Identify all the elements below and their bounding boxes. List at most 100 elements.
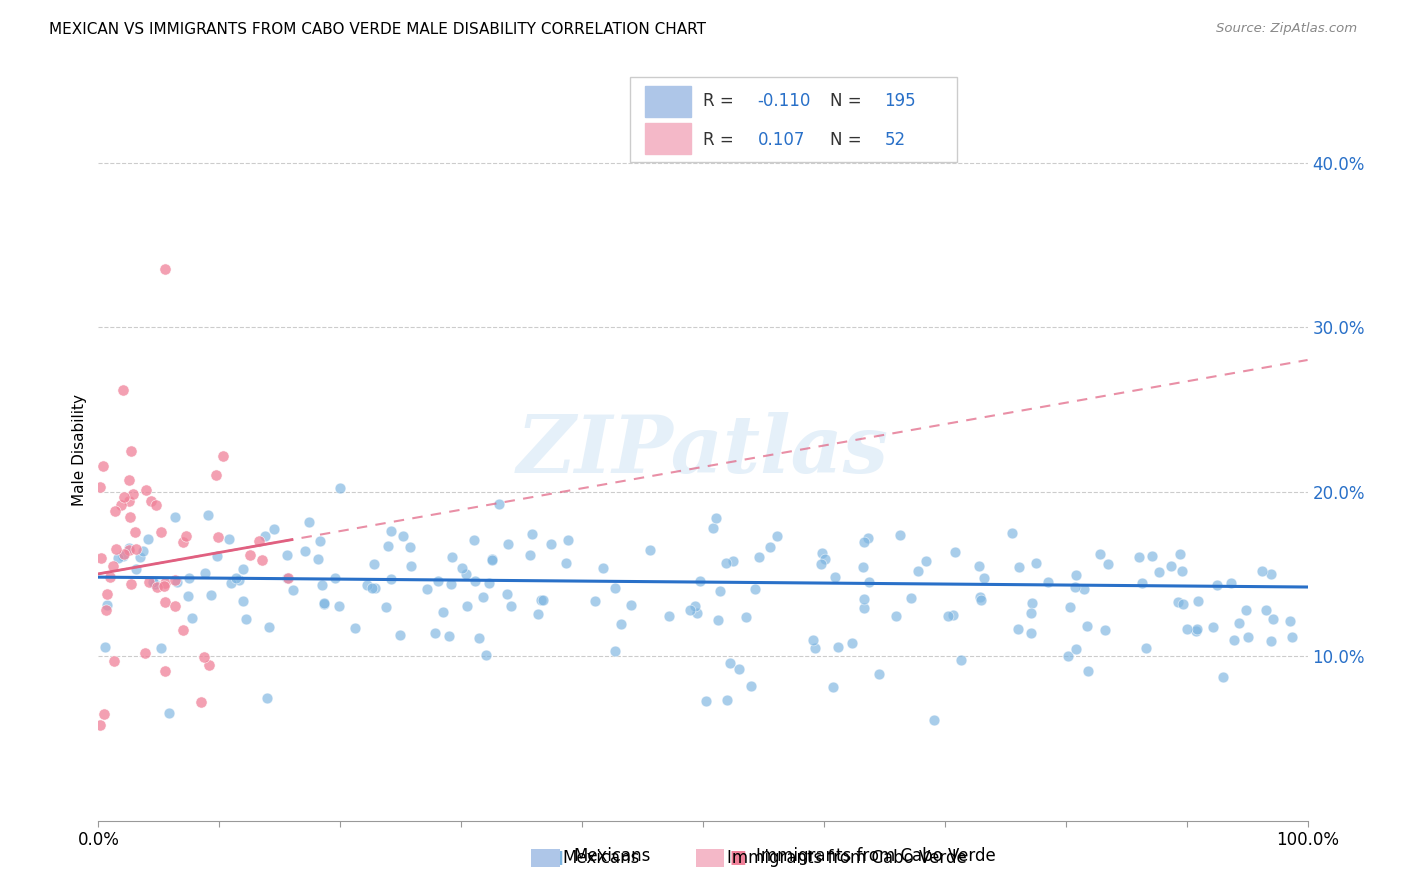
Point xyxy=(256,691,278,706)
Text: 52: 52 xyxy=(884,130,905,148)
Point xyxy=(207,530,229,544)
Point xyxy=(239,549,262,563)
Point xyxy=(685,599,707,613)
Point xyxy=(363,558,385,572)
Point xyxy=(1025,556,1047,570)
Point xyxy=(112,490,135,504)
Point xyxy=(439,577,461,591)
Point xyxy=(142,575,165,590)
Point xyxy=(821,680,844,694)
Point xyxy=(471,591,494,605)
Point xyxy=(150,525,173,540)
Point xyxy=(374,599,396,614)
Point xyxy=(440,550,463,565)
Point xyxy=(180,611,202,625)
Point xyxy=(463,533,485,548)
Text: ZIPatlas: ZIPatlas xyxy=(517,412,889,489)
Point xyxy=(852,592,875,607)
Point xyxy=(856,531,879,545)
Point xyxy=(138,574,160,589)
Point xyxy=(1064,642,1087,657)
Point xyxy=(364,582,387,596)
Point xyxy=(205,549,228,564)
Point xyxy=(437,629,460,643)
Point xyxy=(134,646,156,660)
Point xyxy=(605,644,627,658)
Point xyxy=(748,550,770,565)
Point xyxy=(814,552,837,566)
Point xyxy=(811,546,834,560)
Point xyxy=(225,570,247,584)
Point xyxy=(1281,631,1303,645)
Point xyxy=(112,384,135,398)
Point xyxy=(107,551,129,566)
Point xyxy=(1007,622,1029,636)
Point xyxy=(709,584,731,599)
Point xyxy=(1097,557,1119,571)
Point xyxy=(488,497,510,511)
Point xyxy=(716,693,738,707)
Point xyxy=(938,609,960,624)
Point xyxy=(495,587,517,601)
Point xyxy=(415,582,437,596)
Point xyxy=(1130,576,1153,591)
Point xyxy=(325,571,347,585)
Point xyxy=(1260,633,1282,648)
Point xyxy=(432,605,454,619)
Point xyxy=(702,521,724,535)
Point xyxy=(172,535,194,549)
Point xyxy=(96,603,118,617)
Point xyxy=(1076,619,1098,633)
Point xyxy=(193,650,215,665)
Point xyxy=(704,511,727,525)
Point xyxy=(145,580,167,594)
Point xyxy=(118,494,141,508)
Point xyxy=(949,653,972,667)
Point xyxy=(194,566,217,581)
Point xyxy=(120,444,142,458)
Point xyxy=(922,713,945,727)
Point xyxy=(118,473,141,487)
Text: Source: ZipAtlas.com: Source: ZipAtlas.com xyxy=(1216,22,1357,36)
Point xyxy=(89,550,111,565)
Point xyxy=(153,664,176,678)
Point xyxy=(94,640,117,654)
Point xyxy=(1279,614,1302,628)
Point xyxy=(311,578,333,592)
FancyBboxPatch shape xyxy=(630,77,957,161)
Text: MEXICAN VS IMMIGRANTS FROM CABO VERDE MALE DISABILITY CORRELATION CHART: MEXICAN VS IMMIGRANTS FROM CABO VERDE MA… xyxy=(49,22,706,37)
Point xyxy=(1175,622,1198,636)
Text: ▪: ▪ xyxy=(728,842,748,871)
Point xyxy=(803,640,825,655)
Point xyxy=(125,562,148,576)
Point xyxy=(740,679,762,693)
Point xyxy=(1202,620,1225,634)
Point xyxy=(744,582,766,596)
Point xyxy=(1135,640,1157,655)
Point xyxy=(103,654,125,668)
Point xyxy=(143,577,166,591)
Point xyxy=(520,527,543,541)
Point xyxy=(136,533,159,547)
Text: Mexicans: Mexicans xyxy=(562,849,640,867)
Point xyxy=(1187,594,1209,608)
Point xyxy=(766,529,789,543)
Point xyxy=(135,483,157,498)
Point xyxy=(198,657,221,672)
Point xyxy=(309,533,332,548)
Point xyxy=(122,486,145,500)
Point xyxy=(221,575,243,590)
Point xyxy=(727,662,749,676)
Point xyxy=(801,632,824,647)
Point xyxy=(118,543,141,558)
Point xyxy=(475,648,498,662)
Text: ▪: ▪ xyxy=(546,842,565,871)
Point xyxy=(907,564,929,578)
Point xyxy=(1263,612,1285,626)
Point xyxy=(1185,624,1208,638)
Point xyxy=(312,597,335,611)
Point xyxy=(177,571,200,585)
Point xyxy=(827,640,849,654)
Point xyxy=(110,498,132,512)
Text: 195: 195 xyxy=(884,92,915,110)
